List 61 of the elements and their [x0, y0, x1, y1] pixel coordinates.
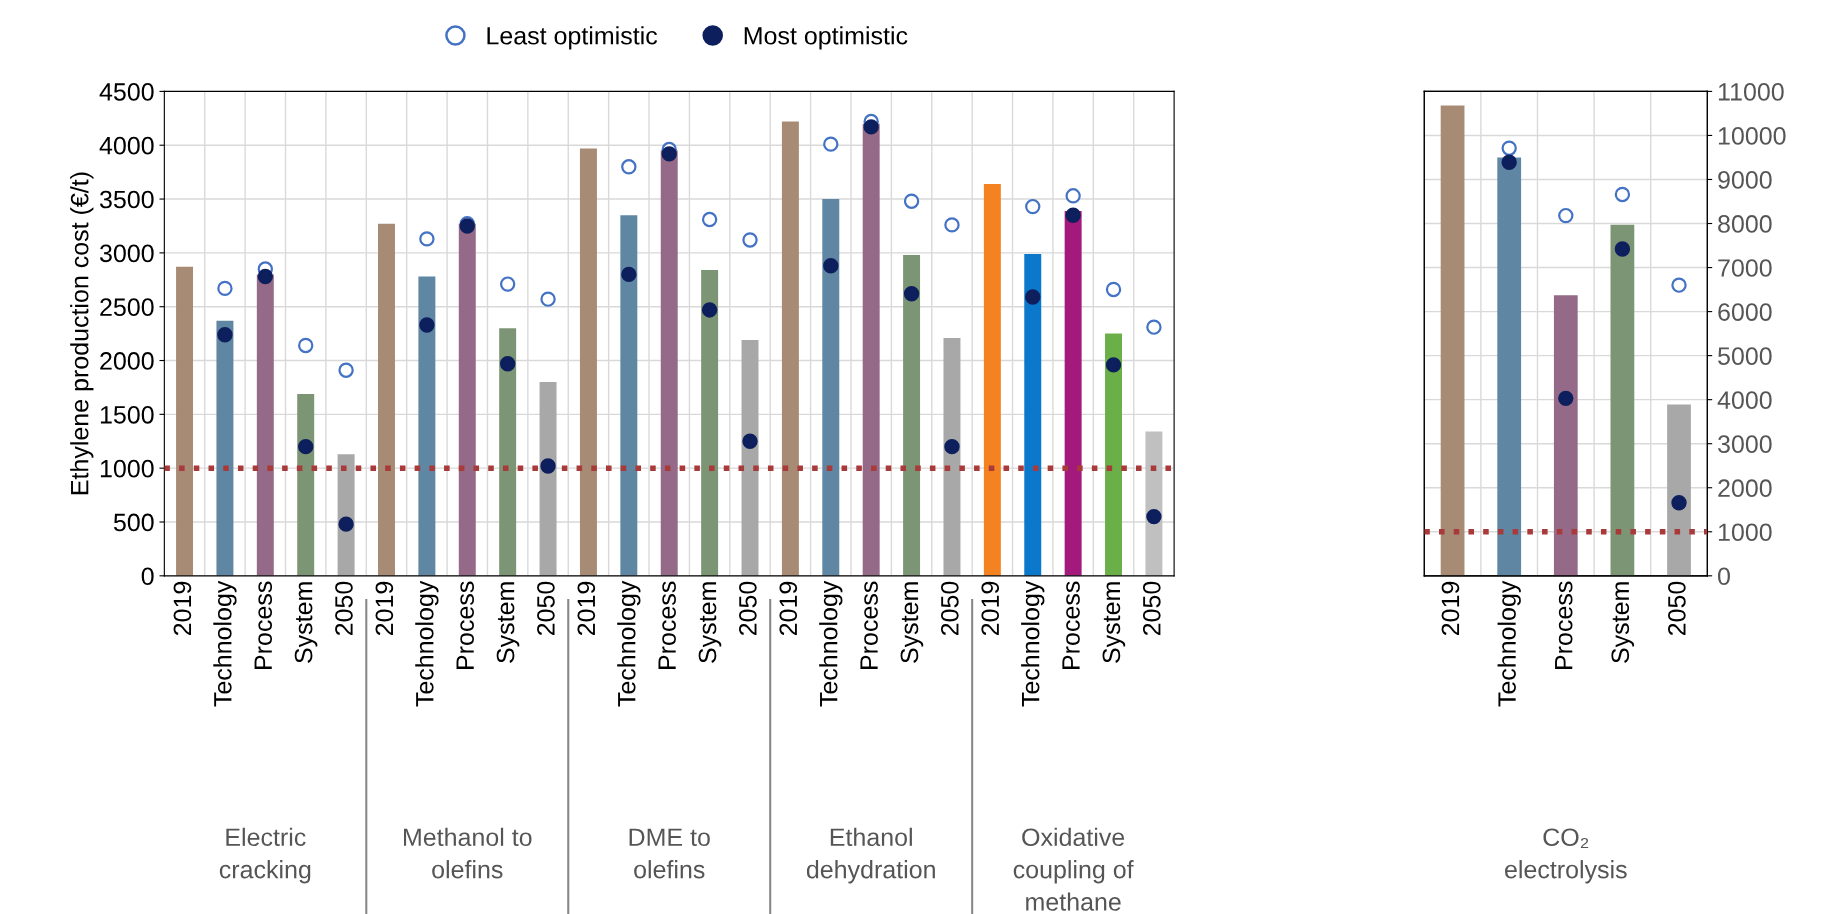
x-tick-label: System: [294, 582, 318, 663]
legend-label: Least optimistic: [487, 26, 658, 50]
text: Oxidative coupling of methane: [1013, 827, 1134, 911]
y-tick-label: 4000: [99, 136, 154, 155]
x-tick-label: Technology: [213, 580, 237, 707]
y2-tick-label: 4000: [1717, 391, 1772, 409]
x-tick-label: Process: [860, 581, 878, 669]
x-tick-label: System: [698, 582, 722, 663]
x-tick-label: 2019: [173, 581, 192, 636]
text: DME to olefins: [629, 828, 710, 879]
x-tick-label: 2050: [940, 581, 959, 636]
x-tick-label: 2019: [779, 581, 798, 636]
x-tick-label: 2019: [981, 581, 1000, 636]
y2-tick-label: 1000: [1718, 523, 1772, 542]
x-tick-label: 2019: [1441, 581, 1460, 636]
y2-tick-label: 7000: [1718, 259, 1772, 277]
x-tick-label: Technology: [1497, 580, 1521, 707]
x-tick-label: 2050: [1142, 581, 1161, 636]
y-tick-label: 3500: [99, 190, 154, 209]
x-tick-label: 2050: [1668, 581, 1686, 636]
y-tick-label: 2000: [100, 352, 154, 370]
x-tick-label: 2019: [577, 581, 596, 636]
y2-tick-label: 3000: [1717, 435, 1772, 454]
x-tick-label: 2019: [375, 581, 394, 636]
x-tick-label: Process: [1062, 581, 1080, 669]
y-tick-label: 1500: [100, 405, 154, 424]
x-tick-label: 2050: [335, 581, 353, 636]
x-tick-label: Technology: [415, 580, 439, 707]
x-tick-label: 2050: [537, 581, 555, 636]
y-tick-label: 4500: [99, 83, 154, 101]
text: Ethanol dehydration: [806, 827, 935, 884]
x-tick-label: System: [1611, 582, 1635, 663]
x-tick-label: Process: [456, 581, 474, 669]
y-axis-title: Ethylene production cost (€/t): [70, 172, 94, 495]
y2-tick-label: 10000: [1718, 127, 1786, 145]
y-tick-label: 3000: [99, 244, 154, 263]
y2-tick-label: 11000: [1718, 83, 1784, 101]
y2-tick-label: 2000: [1718, 479, 1772, 498]
y2-tick-label: 8000: [1718, 215, 1772, 233]
y-tick-label: 0: [141, 567, 154, 586]
x-tick-label: Technology: [617, 580, 641, 707]
text: CO₂ electrolysis: [1505, 828, 1627, 884]
text: Electric cracking: [219, 827, 311, 884]
y2-tick-label: 9000: [1718, 171, 1772, 189]
x-tick-label: Process: [658, 581, 676, 669]
y-tick-label: 500: [113, 513, 154, 532]
y2-tick-label: 6000: [1718, 303, 1772, 321]
x-tick-label: Process: [1555, 581, 1573, 669]
x-tick-label: Process: [254, 581, 273, 669]
x-tick-label: Technology: [1021, 580, 1045, 707]
x-tick-label: Technology: [819, 580, 843, 707]
y-tick-label: 2500: [100, 298, 154, 316]
legend-label: Most optimistic: [744, 26, 908, 50]
text: Methanol to olefins: [404, 827, 532, 879]
y-tick-label: 1000: [100, 459, 154, 478]
x-tick-label: System: [1102, 582, 1126, 663]
x-tick-label: 2050: [739, 581, 757, 636]
x-tick-label: System: [900, 582, 924, 663]
y2-tick-label: 0: [1718, 567, 1730, 586]
x-tick-label: System: [496, 582, 520, 663]
y2-tick-label: 5000: [1718, 347, 1772, 365]
